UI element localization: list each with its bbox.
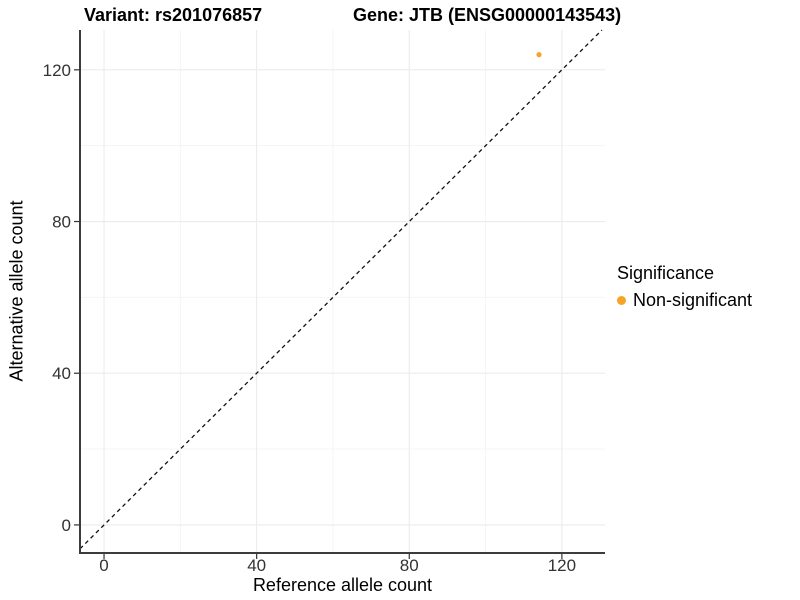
x-tick-label: 80 [400,556,419,575]
y-tick-label: 40 [52,364,71,383]
data-point [536,52,542,58]
x-tick-label: 40 [247,556,266,575]
x-tick-label: 0 [99,556,108,575]
identity-reference-line [79,29,603,550]
legend-item-non-significant: Non-significant [617,290,752,311]
x-tick-label: 120 [548,556,576,575]
plot-title-variant: Variant: rs201076857 [84,5,263,25]
legend-point-icon [617,296,626,305]
y-tick-label: 80 [52,213,71,232]
y-tick-label: 0 [62,516,71,535]
legend-item-label: Non-significant [633,290,753,310]
legend-title: Significance [617,263,715,283]
y-tick-label: 120 [43,61,71,80]
plot-title-gene: Gene: JTB (ENSG00000143543) [353,5,622,25]
x-axis-title: Reference allele count [252,575,433,595]
y-axis-title: Alternative allele count [6,200,27,382]
legend: Significance Non-significant [617,263,752,311]
